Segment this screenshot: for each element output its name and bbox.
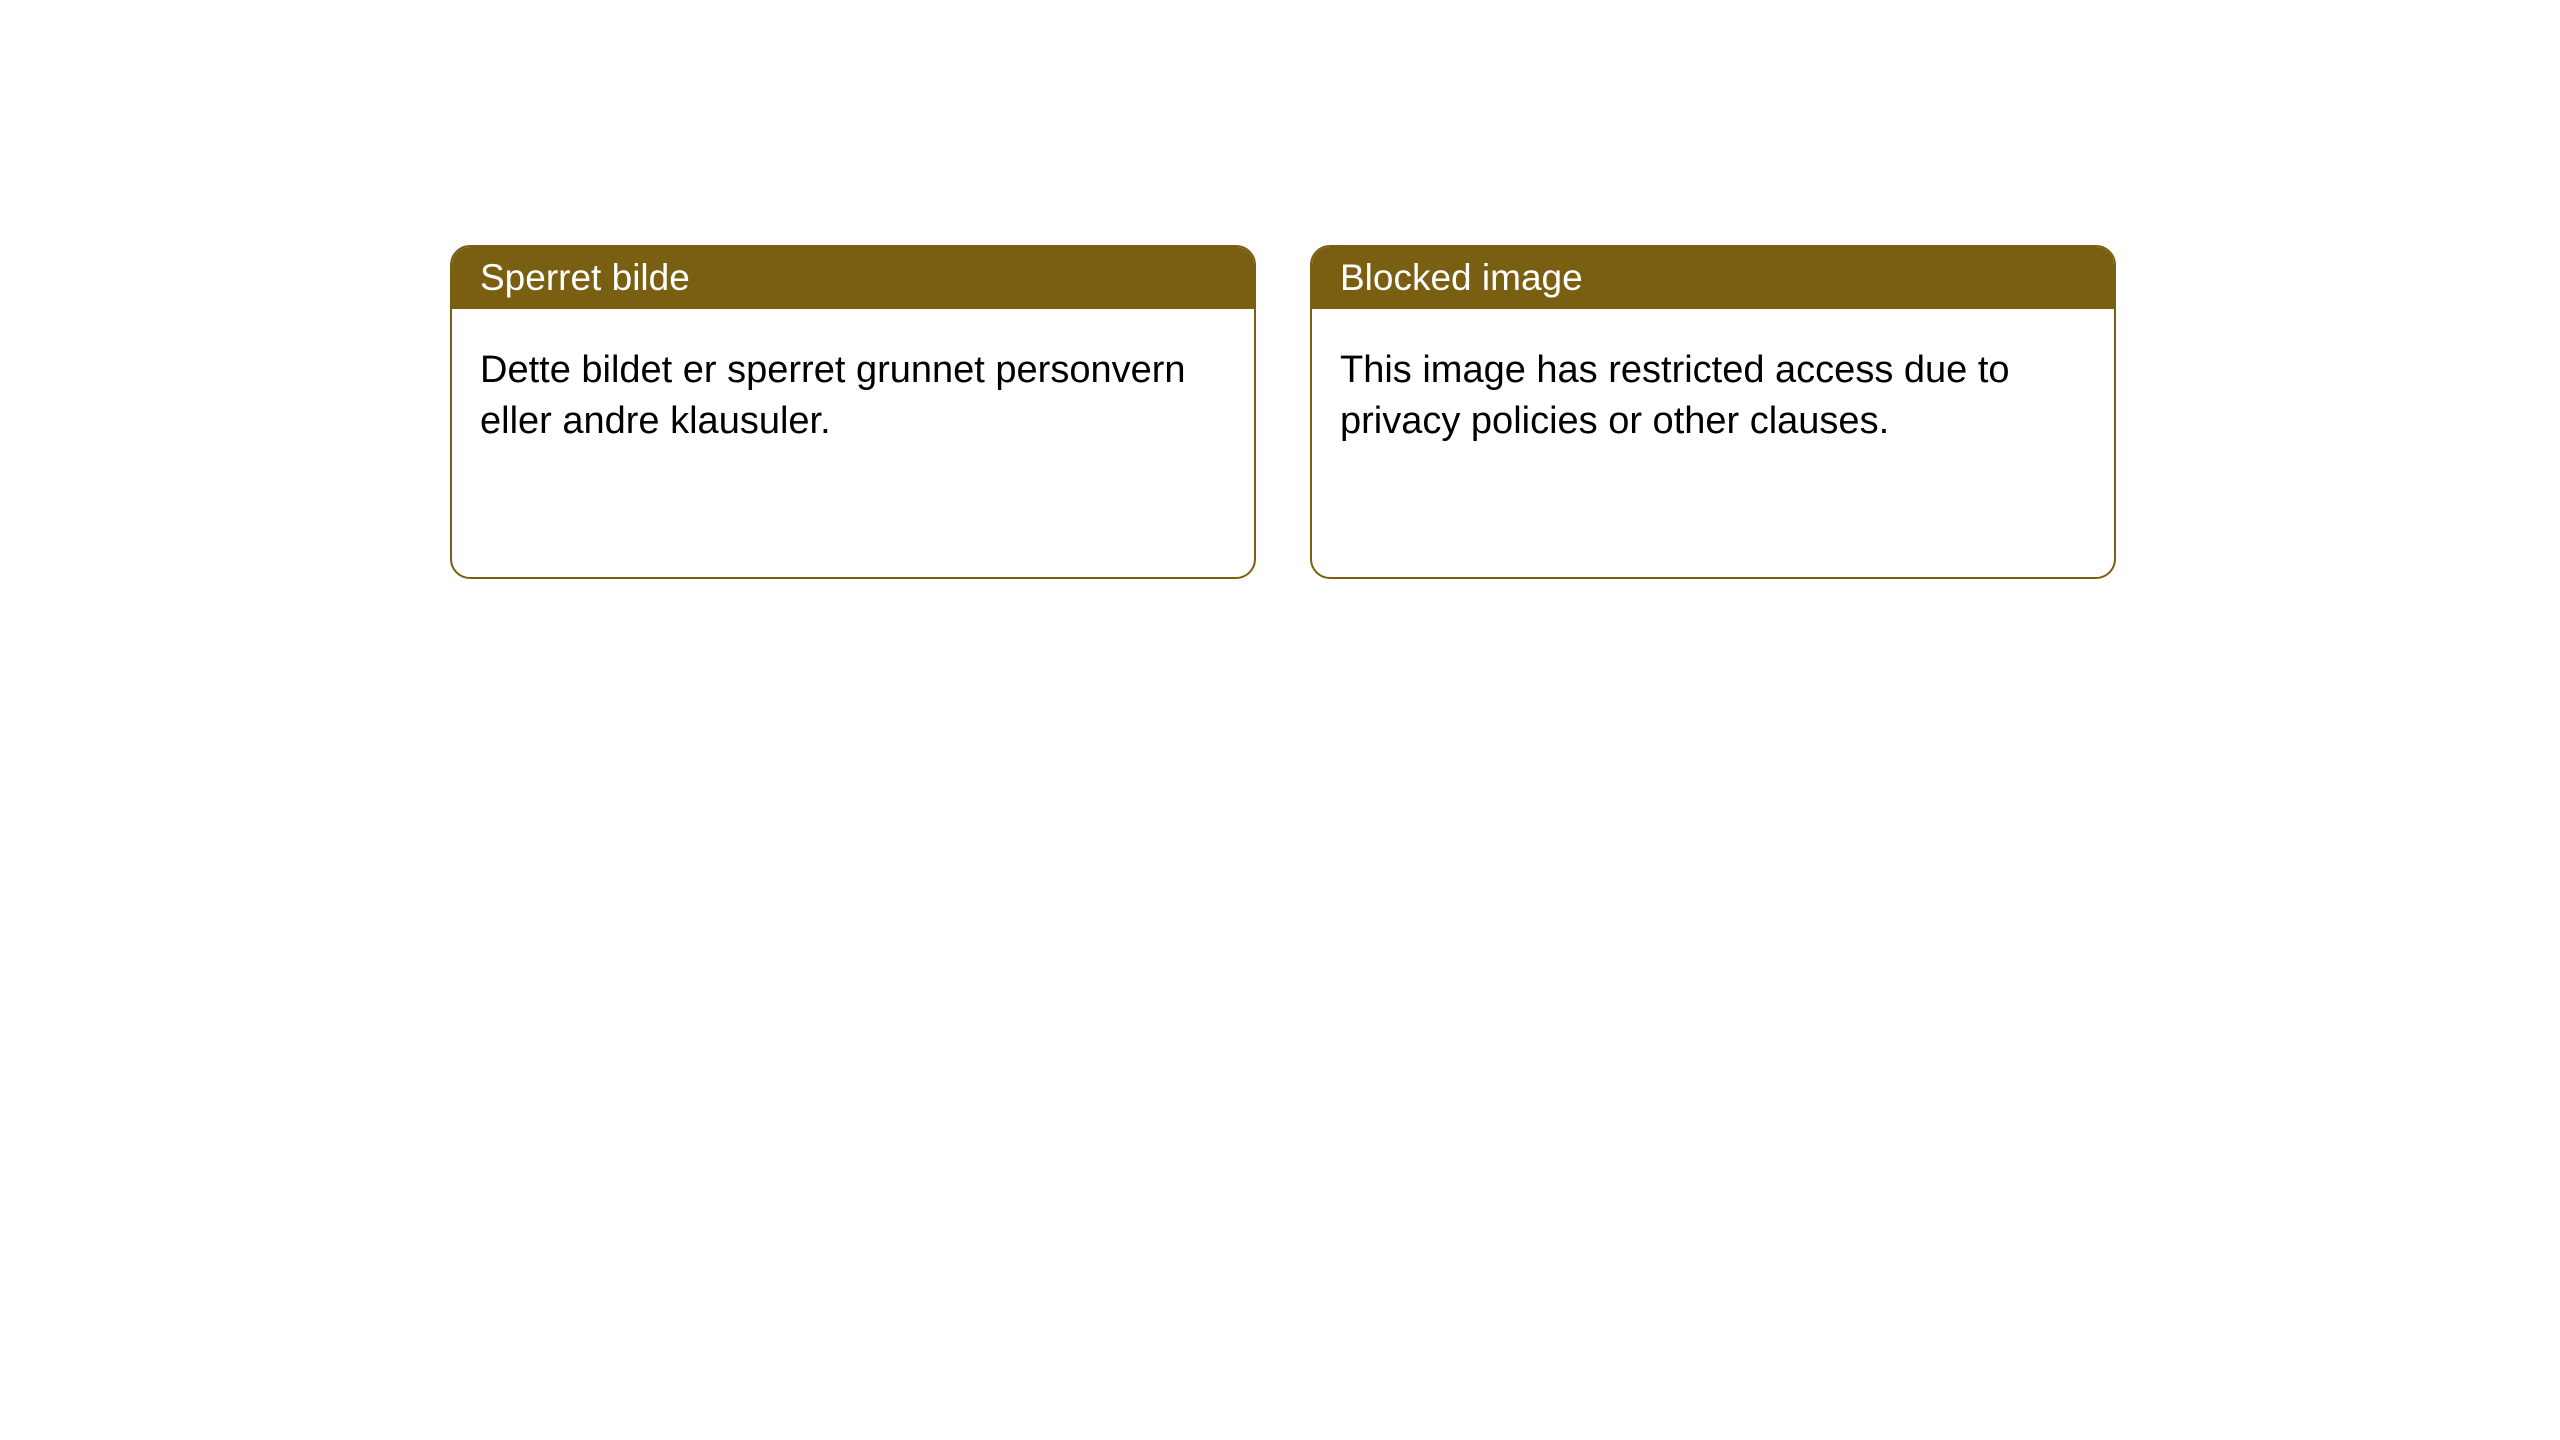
notice-card-english: Blocked image This image has restricted …	[1310, 245, 2116, 579]
card-title: Blocked image	[1312, 247, 2114, 309]
card-body: Dette bildet er sperret grunnet personve…	[452, 309, 1254, 484]
notice-container: Sperret bilde Dette bildet er sperret gr…	[0, 0, 2560, 579]
card-title: Sperret bilde	[452, 247, 1254, 309]
card-body: This image has restricted access due to …	[1312, 309, 2114, 484]
notice-card-norwegian: Sperret bilde Dette bildet er sperret gr…	[450, 245, 1256, 579]
